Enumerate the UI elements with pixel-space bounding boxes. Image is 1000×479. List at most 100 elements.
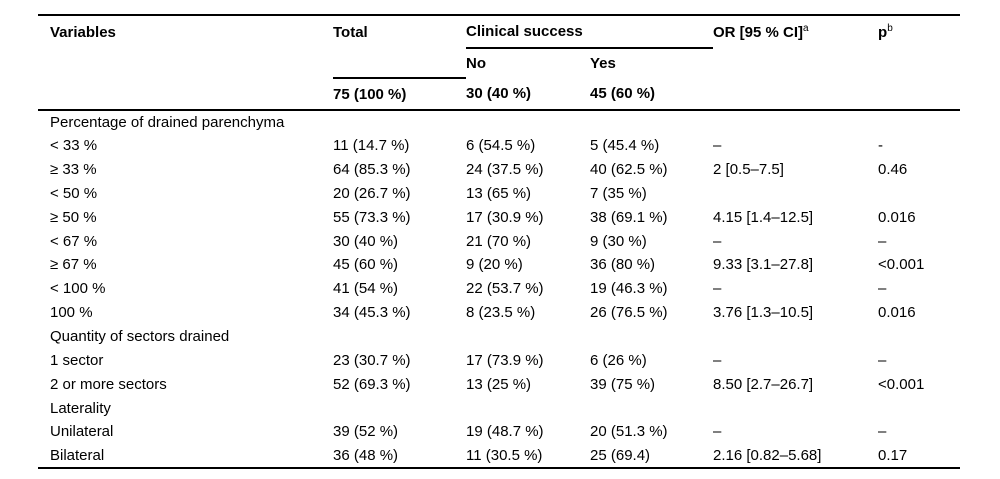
cell-or <box>713 182 878 206</box>
cell-or <box>713 325 878 349</box>
table-body: Percentage of drained parenchyma < 33 % … <box>38 110 960 468</box>
cell-total <box>333 110 466 134</box>
cell-p: – <box>878 232 887 250</box>
cell-total: 23 (30.7 %) <box>333 351 411 369</box>
header-total: Total <box>333 23 368 41</box>
statistics-table: Variables Total Clinical success OR [95 … <box>38 14 961 469</box>
cell-variable: ≥ 67 % <box>50 256 97 274</box>
table-row: < 33 % 11 (14.7 %) 6 (54.5 %) 5 (45.4 %)… <box>38 134 960 158</box>
header-p-footnote-marker: b <box>887 22 893 34</box>
table-row: 2 or more sectors 52 (69.3 %) 13 (25 %) … <box>38 372 960 396</box>
cell-yes: 25 (69.4) <box>590 446 651 464</box>
table-row: Unilateral 39 (52 %) 19 (48.7 %) 20 (51.… <box>38 420 960 444</box>
header-empty-cell <box>713 78 878 110</box>
cell-p <box>878 396 960 420</box>
table-row: 1 sector 23 (30.7 %) 17 (73.9 %) 6 (26 %… <box>38 348 960 372</box>
cell-p: – <box>878 280 887 298</box>
cell-yes <box>590 396 713 420</box>
cell-yes: 5 (45.4 %) <box>590 137 660 155</box>
header-or-ci-footnote-marker: a <box>803 22 809 34</box>
header-no-n: 30 (40 %) <box>466 85 532 102</box>
cell-variable: Bilateral <box>50 446 105 464</box>
header-row-counts: 75 (100 %) 30 (40 %) 45 (60 %) <box>38 78 960 110</box>
header-p: pb <box>878 15 960 48</box>
cell-total: 20 (26.7 %) <box>333 184 411 202</box>
cell-variable: < 67 % <box>50 232 98 250</box>
header-row-top: Variables Total Clinical success OR [95 … <box>38 15 960 49</box>
cell-no: 6 (54.5 %) <box>466 137 536 155</box>
header-empty-cell <box>38 78 333 110</box>
cell-total: 39 (52 %) <box>333 423 399 441</box>
header-no: No <box>466 55 486 72</box>
cell-or <box>713 110 878 134</box>
header-empty-cell <box>878 78 960 110</box>
cell-no <box>466 396 590 420</box>
cell-no: 11 (30.5 %) <box>466 446 543 464</box>
table-row: < 100 % 41 (54 %) 22 (53.7 %) 19 (46.3 %… <box>38 277 960 301</box>
cell-p: 0.016 <box>878 304 916 322</box>
table-row: < 67 % 30 (40 %) 21 (70 %) 9 (30 %) – – <box>38 229 960 253</box>
cell-no <box>466 110 590 134</box>
header-empty-cell <box>333 48 466 79</box>
cell-total: 45 (60 %) <box>333 256 399 274</box>
cell-variable: Quantity of sectors drained <box>50 328 230 346</box>
header-total-n: 75 (100 %) <box>333 85 407 103</box>
cell-variable: < 100 % <box>50 280 106 298</box>
cell-p: – <box>878 351 887 369</box>
cell-variable: 1 sector <box>50 351 104 369</box>
cell-no: 13 (65 %) <box>466 184 532 202</box>
table-row: < 50 % 20 (26.7 %) 13 (65 %) 7 (35 %) <box>38 182 960 206</box>
header-p-label: p <box>878 23 888 41</box>
cell-no: 19 (48.7 %) <box>466 423 544 441</box>
cell-variable: Laterality <box>50 399 111 417</box>
cell-yes: 40 (62.5 %) <box>590 161 668 179</box>
header-or-ci: OR [95 % CI]a <box>713 15 878 48</box>
cell-or: – <box>713 280 722 298</box>
cell-no: 8 (23.5 %) <box>466 304 536 322</box>
cell-total: 34 (45.3 %) <box>333 304 411 322</box>
header-empty-cell <box>878 48 960 78</box>
header-variables: Variables <box>50 23 116 41</box>
cell-p: 0.016 <box>878 208 916 226</box>
header-or-ci-label: OR [95 % CI] <box>713 23 804 41</box>
cell-or: – <box>713 232 722 250</box>
cell-yes: 9 (30 %) <box>590 232 647 250</box>
table-row: Bilateral 36 (48 %) 11 (30.5 %) 25 (69.4… <box>38 444 960 468</box>
cell-p: 0.46 <box>878 161 908 179</box>
cell-yes: 7 (35 %) <box>590 184 647 202</box>
cell-yes: 36 (80 %) <box>590 256 656 274</box>
table-row: Percentage of drained parenchyma <box>38 110 960 134</box>
cell-variable: Percentage of drained parenchyma <box>50 113 285 131</box>
cell-or: 2.16 [0.82–5.68] <box>713 446 822 464</box>
header-clinical-success: Clinical success <box>466 15 714 49</box>
cell-or: – <box>713 137 722 155</box>
cell-yes: 19 (46.3 %) <box>590 280 668 298</box>
cell-total <box>333 325 466 349</box>
cell-or: 8.50 [2.7–26.7] <box>713 375 814 393</box>
header-yes: Yes <box>590 55 616 72</box>
cell-variable: ≥ 33 % <box>50 161 97 179</box>
cell-no: 9 (20 %) <box>466 256 523 274</box>
cell-no: 22 (53.7 %) <box>466 280 544 298</box>
cell-no: 24 (37.5 %) <box>466 161 544 179</box>
cell-variable: 100 % <box>50 304 93 322</box>
cell-total <box>333 396 466 420</box>
cell-total: 36 (48 %) <box>333 446 399 464</box>
cell-variable: < 33 % <box>50 137 98 155</box>
cell-or: 4.15 [1.4–12.5] <box>713 208 814 226</box>
cell-total: 52 (69.3 %) <box>333 375 411 393</box>
table-row: 100 % 34 (45.3 %) 8 (23.5 %) 26 (76.5 %)… <box>38 301 960 325</box>
header-empty-cell <box>713 48 878 78</box>
table-row: ≥ 33 % 64 (85.3 %) 24 (37.5 %) 40 (62.5 … <box>38 158 960 182</box>
cell-or: 9.33 [3.1–27.8] <box>713 256 814 274</box>
header-empty-cell <box>38 48 333 78</box>
cell-or: 3.76 [1.3–10.5] <box>713 304 814 322</box>
cell-yes: 6 (26 %) <box>590 351 647 369</box>
cell-total: 55 (73.3 %) <box>333 208 411 226</box>
table-header: Variables Total Clinical success OR [95 … <box>38 15 961 110</box>
cell-total: 64 (85.3 %) <box>333 161 411 179</box>
cell-p: – <box>878 423 887 441</box>
cell-yes: 26 (76.5 %) <box>590 304 668 322</box>
cell-total: 11 (14.7 %) <box>333 137 410 155</box>
cell-or: – <box>713 423 722 441</box>
